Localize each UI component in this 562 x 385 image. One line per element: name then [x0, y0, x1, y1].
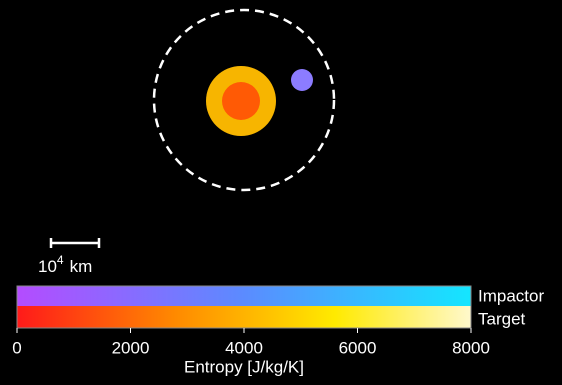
row-label: Target — [478, 309, 526, 328]
scale-base: 10 — [38, 257, 57, 276]
tick-label: 8000 — [452, 338, 490, 357]
impactor-colorbar — [17, 286, 471, 306]
scale-unit: km — [70, 257, 93, 276]
target-core — [222, 82, 260, 120]
scale-exponent: 4 — [57, 253, 64, 267]
tick-label: 2000 — [112, 338, 150, 357]
impactor-body — [291, 69, 313, 91]
tick-label: 0 — [12, 338, 21, 357]
tick-label: 6000 — [339, 338, 377, 357]
axis-label: Entropy [J/kg/K] — [184, 357, 304, 376]
target-colorbar — [17, 306, 471, 328]
figure: 104 km Impactor Target Entropy [J/kg/K] 0… — [0, 0, 562, 385]
tick-label: 4000 — [225, 338, 263, 357]
row-label: Impactor — [478, 286, 544, 305]
